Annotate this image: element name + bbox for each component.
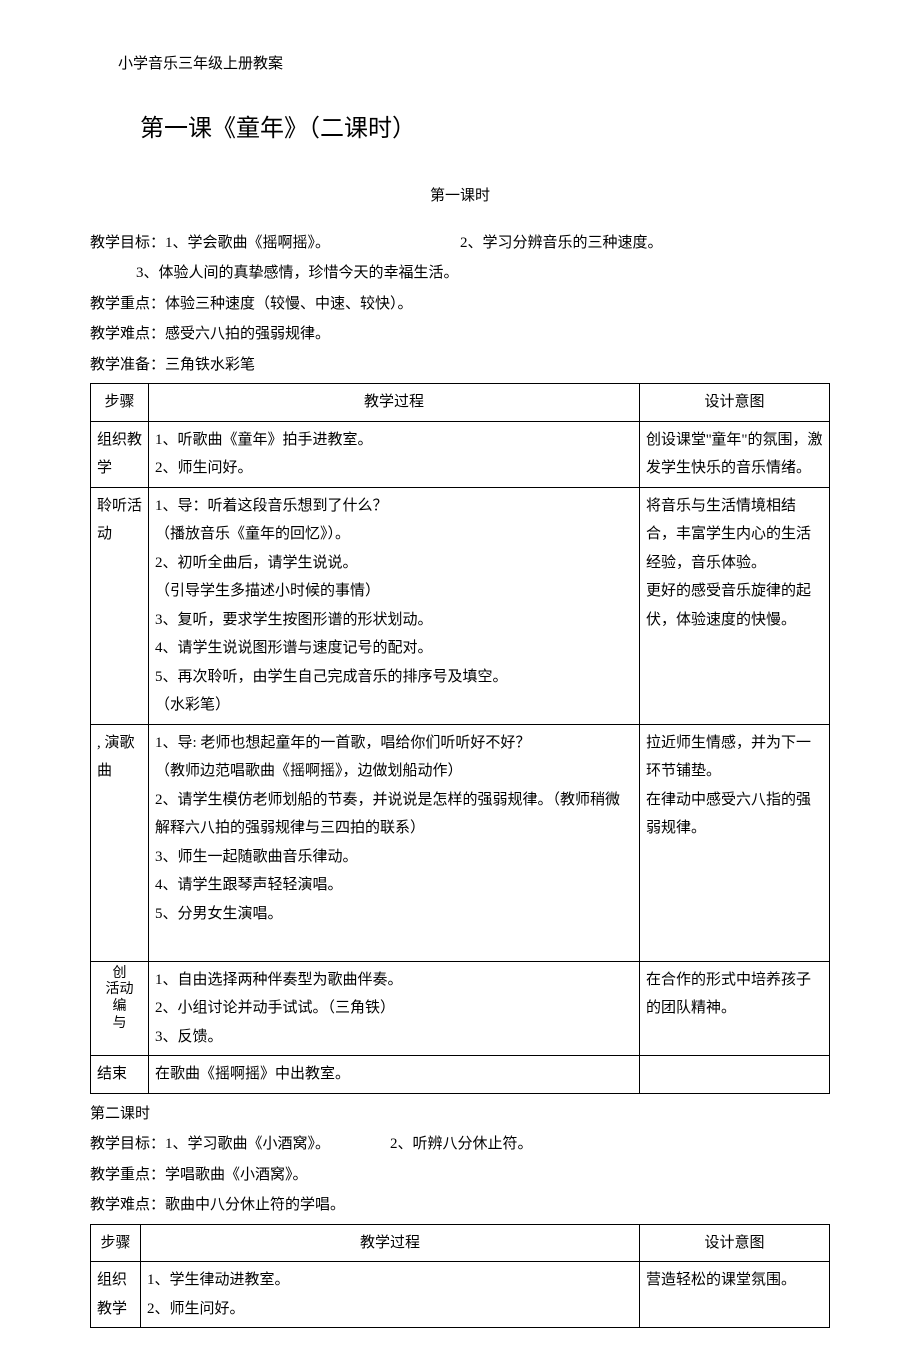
cell-intent: 将音乐与生活情境相结合，丰富学生内心的生活经验，音乐体验。 更好的感受音乐旋律的… xyxy=(640,487,830,724)
table-row: 组织 教学 1、学生律动进教室。 2、师生问好。 营造轻松的课堂氛围。 xyxy=(91,1262,830,1328)
p2-goal2: 2、听辨八分休止符。 xyxy=(390,1130,533,1159)
cell-step: 组织 教学 xyxy=(91,1262,141,1328)
header-process: 教学过程 xyxy=(141,1224,640,1262)
cell-process: 1、学生律动进教室。 2、师生问好。 xyxy=(141,1262,640,1328)
table-row: 聆听活动 1、导：听着这段音乐想到了什么？ （播放音乐《童年的回忆》）。 2、初… xyxy=(91,487,830,724)
cell-step: , 演歌曲 xyxy=(91,724,149,961)
period1-prep: 教学准备：三角铁水彩笔 xyxy=(90,351,830,380)
period2-goals-line: 教学目标：1、学习歌曲《小酒窝》。 2、听辨八分休止符。 xyxy=(90,1130,830,1159)
doc-title: 小学音乐三年级上册教案 xyxy=(118,50,830,79)
goals-label: 教学目标： xyxy=(90,229,165,258)
p2-goal1: 1、学习歌曲《小酒窝》。 xyxy=(165,1130,330,1159)
header-intent: 设计意图 xyxy=(640,1224,830,1262)
cell-process: 1、导: 老师也想起童年的一首歌，唱给你们听听好不好？ （教师边范唱歌曲《摇啊摇… xyxy=(149,724,640,961)
goal1: 1、学会歌曲《摇啊摇》。 xyxy=(165,229,330,258)
cell-step: 结束 xyxy=(91,1056,149,1094)
period1-difficulty: 教学难点：感受六八拍的强弱规律。 xyxy=(90,320,830,349)
cell-step: 组织教学 xyxy=(91,421,149,487)
period1-goals-line1: 教学目标：1、学会歌曲《摇啊摇》。 2、学习分辨音乐的三种速度。 xyxy=(90,229,830,258)
table-header-row: 步骤 教学过程 设计意图 xyxy=(91,384,830,422)
cell-step: 聆听活动 xyxy=(91,487,149,724)
cell-intent: 营造轻松的课堂氛围。 xyxy=(640,1262,830,1328)
header-process: 教学过程 xyxy=(149,384,640,422)
goal2: 2、学习分辨音乐的三种速度。 xyxy=(460,229,663,258)
period2-header: 第二课时 xyxy=(90,1100,830,1129)
table-row: 结束 在歌曲《摇啊摇》中出教室。 xyxy=(91,1056,830,1094)
goals-label: 教学目标： xyxy=(90,1130,165,1159)
period2-table: 步骤 教学过程 设计意图 组织 教学 1、学生律动进教室。 2、师生问好。 营造… xyxy=(90,1224,830,1329)
period1-table: 步骤 教学过程 设计意图 组织教学 1、听歌曲《童年》拍手进教室。 2、师生问好… xyxy=(90,383,830,1094)
header-step: 步骤 xyxy=(91,384,149,422)
cell-process: 1、自由选择两种伴奏型为歌曲伴奏。 2、小组讨论并动手试试。（三角铁） 3、反馈… xyxy=(149,961,640,1056)
cell-process: 1、听歌曲《童年》拍手进教室。 2、师生问好。 xyxy=(149,421,640,487)
table-row: , 演歌曲 1、导: 老师也想起童年的一首歌，唱给你们听听好不好？ （教师边范唱… xyxy=(91,724,830,961)
cell-intent: 拉近师生情感，并为下一环节铺垫。 在律动中感受六八指的强弱规律。 xyxy=(640,724,830,961)
cell-process: 1、导：听着这段音乐想到了什么？ （播放音乐《童年的回忆》）。 2、初听全曲后，… xyxy=(149,487,640,724)
lesson-title: 第一课《童年》（二课时） xyxy=(140,107,830,153)
table-header-row: 步骤 教学过程 设计意图 xyxy=(91,1224,830,1262)
header-intent: 设计意图 xyxy=(640,384,830,422)
period1-subtitle: 第一课时 xyxy=(90,182,830,211)
goal3: 3、体验人间的真挚感情，珍惜今天的幸福生活。 xyxy=(136,259,830,288)
period2-focus: 教学重点：学唱歌曲《小酒窝》。 xyxy=(90,1161,830,1190)
cell-intent: 在合作的形式中培养孩子的团队精神。 xyxy=(640,961,830,1056)
table-row: 组织教学 1、听歌曲《童年》拍手进教室。 2、师生问好。 创设课堂''童年"的氛… xyxy=(91,421,830,487)
period2-difficulty: 教学难点：歌曲中八分休止符的学唱。 xyxy=(90,1191,830,1220)
header-step: 步骤 xyxy=(91,1224,141,1262)
period1-focus: 教学重点：体验三种速度（较慢、中速、较快）。 xyxy=(90,290,830,319)
cell-intent xyxy=(640,1056,830,1094)
cell-step: 创 活动 编 与 xyxy=(91,961,149,1056)
cell-intent: 创设课堂''童年"的氛围，激发学生快乐的音乐情绪。 xyxy=(640,421,830,487)
cell-process: 在歌曲《摇啊摇》中出教室。 xyxy=(149,1056,640,1094)
table-row: 创 活动 编 与 1、自由选择两种伴奏型为歌曲伴奏。 2、小组讨论并动手试试。（… xyxy=(91,961,830,1056)
